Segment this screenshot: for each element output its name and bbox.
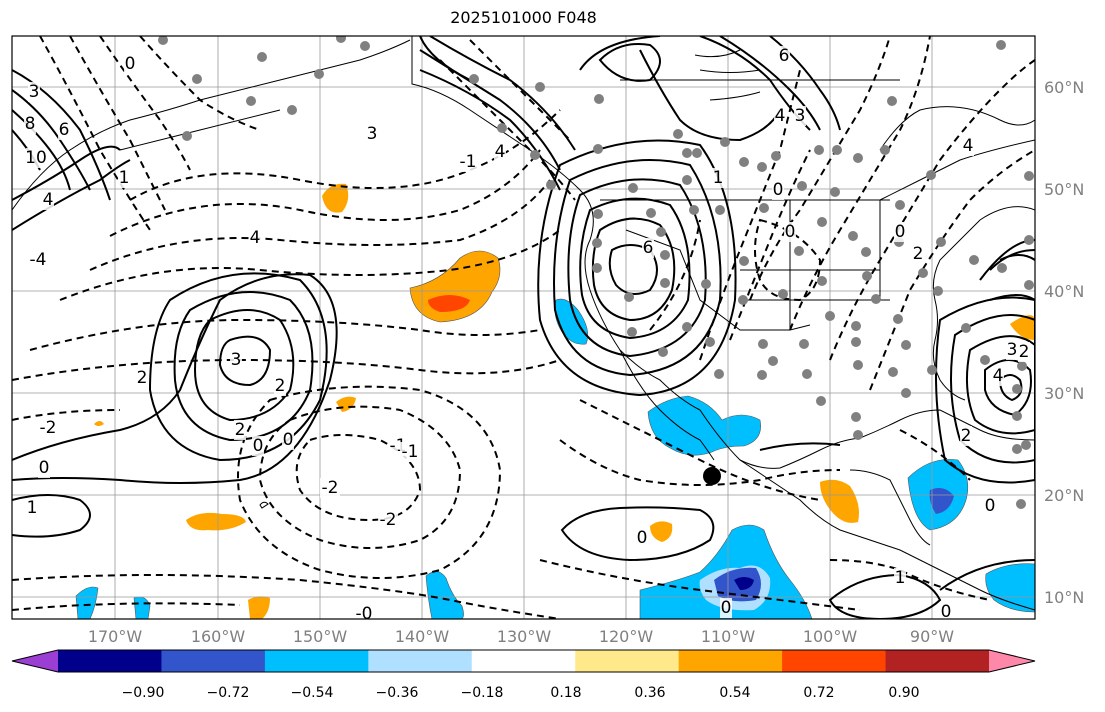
- station-dots: [158, 36, 1034, 509]
- contour-label: 4: [250, 228, 261, 248]
- lat-label: 30°N: [1044, 384, 1084, 403]
- contour-label: -2: [40, 418, 57, 438]
- contour-label: 3: [367, 124, 378, 144]
- contour-label: 4: [495, 142, 506, 162]
- colorbar-tick-label: −0.18: [461, 685, 504, 701]
- colorbar-segment: [782, 650, 887, 672]
- colorbar-tick-label: −0.36: [376, 685, 419, 701]
- contour-label: 0: [785, 222, 796, 242]
- contour-label: 1: [895, 568, 906, 588]
- colorbar-segment: [471, 650, 576, 672]
- contour-label: -4: [30, 250, 47, 270]
- lon-label: 100°W: [803, 627, 858, 646]
- lon-label: 160°W: [191, 627, 246, 646]
- colorbar-tick-label: 0.54: [719, 685, 750, 701]
- contour-label: 3: [795, 106, 806, 126]
- lon-label: 90°W: [910, 627, 954, 646]
- lon-label: 170°W: [88, 627, 143, 646]
- lon-label: 110°W: [701, 627, 756, 646]
- contour-label: 0: [283, 430, 294, 450]
- highlighted-station-dot: [703, 467, 721, 485]
- lat-label: 60°N: [1044, 78, 1084, 97]
- contour-label: 2: [235, 420, 246, 440]
- contour-label: -2: [380, 510, 397, 530]
- colorbar-tick-label: 0.18: [550, 685, 581, 701]
- contour-label: -2: [322, 478, 339, 498]
- solid-contours: [12, 36, 1035, 619]
- contour-label: -1: [460, 152, 477, 172]
- colorbar-tick-label: 0.36: [634, 685, 665, 701]
- colorbar-outline: [11, 649, 1036, 673]
- colorbar-tick-label: 0.90: [888, 685, 919, 701]
- contour-label: 2: [137, 368, 148, 388]
- colorbar-tick-labels: −0.90 −0.72 −0.54 −0.36 −0.18 0.18 0.36 …: [122, 685, 920, 701]
- coastlines: [12, 36, 1035, 611]
- contour-label: 1: [27, 498, 38, 518]
- contour-label: 6: [779, 46, 790, 66]
- contour-label: 0: [125, 54, 136, 74]
- contour-label: 2: [275, 376, 286, 396]
- contour-label: 4: [775, 106, 786, 126]
- colorbar-segment: [12, 650, 58, 672]
- colorbar-tick-label: −0.72: [207, 685, 250, 701]
- map-frame: [11, 35, 1036, 620]
- contour-label: 0: [773, 180, 784, 200]
- lon-label: 140°W: [395, 627, 450, 646]
- colorbar-tick-label: −0.54: [291, 685, 334, 701]
- contour-label: 0: [721, 598, 732, 618]
- contour-label: 8: [25, 114, 36, 134]
- colorbar-tick-label: −0.90: [122, 685, 165, 701]
- contour-label: 3: [231, 350, 242, 370]
- colorbar-segment: [575, 650, 680, 672]
- colorbar-segment: [989, 650, 1035, 672]
- contour-label: 2: [913, 244, 924, 264]
- contour-label: 1: [713, 168, 724, 188]
- lat-label: 20°N: [1044, 486, 1084, 505]
- longitude-labels: 170°W 160°W 150°W 140°W 130°W 120°W 110°…: [88, 627, 954, 646]
- contour-label: 10: [25, 148, 47, 168]
- contour-label: 4: [963, 136, 974, 156]
- contour-label: 2: [961, 426, 972, 446]
- contour-label: 3: [1007, 340, 1018, 360]
- lon-label: 130°W: [497, 627, 552, 646]
- contour-label: 2: [1019, 342, 1030, 362]
- contour-label: 0: [637, 528, 648, 548]
- contour-label: 4: [993, 366, 1004, 386]
- colorbar-segment: [368, 650, 473, 672]
- contour-label: 0: [895, 222, 906, 242]
- colorbar-segment: [885, 650, 990, 672]
- contour-label: 3: [29, 82, 40, 102]
- contour-label: 6: [643, 238, 654, 258]
- lat-label: 40°N: [1044, 282, 1084, 301]
- contour-label: 0: [39, 458, 50, 478]
- lat-label: 50°N: [1044, 180, 1084, 199]
- contour-label: -1: [402, 442, 419, 462]
- contour-label: 6: [59, 120, 70, 140]
- colorbar-segment: [161, 650, 266, 672]
- contour-label: -0: [356, 604, 373, 624]
- contour-label: 0: [985, 496, 996, 516]
- contour-label: 0: [253, 436, 264, 456]
- contour-label: 0: [941, 602, 952, 622]
- colorbar-segment: [264, 650, 369, 672]
- lon-label: 150°W: [293, 627, 348, 646]
- latitude-labels: 60°N 50°N 40°N 30°N 20°N 10°N: [1044, 78, 1084, 607]
- contour-label: 1: [119, 168, 130, 188]
- colorbar: [11, 649, 1036, 673]
- map-title: 2025101000 F048: [450, 8, 597, 27]
- lat-label: 10°N: [1044, 588, 1084, 607]
- lon-label: 120°W: [599, 627, 654, 646]
- dashed-contours: [12, 36, 1035, 619]
- contour-label: 4: [43, 190, 54, 210]
- colorbar-segment: [678, 650, 783, 672]
- colorbar-tick-label: 0.72: [803, 685, 834, 701]
- colorbar-segment: [58, 650, 162, 672]
